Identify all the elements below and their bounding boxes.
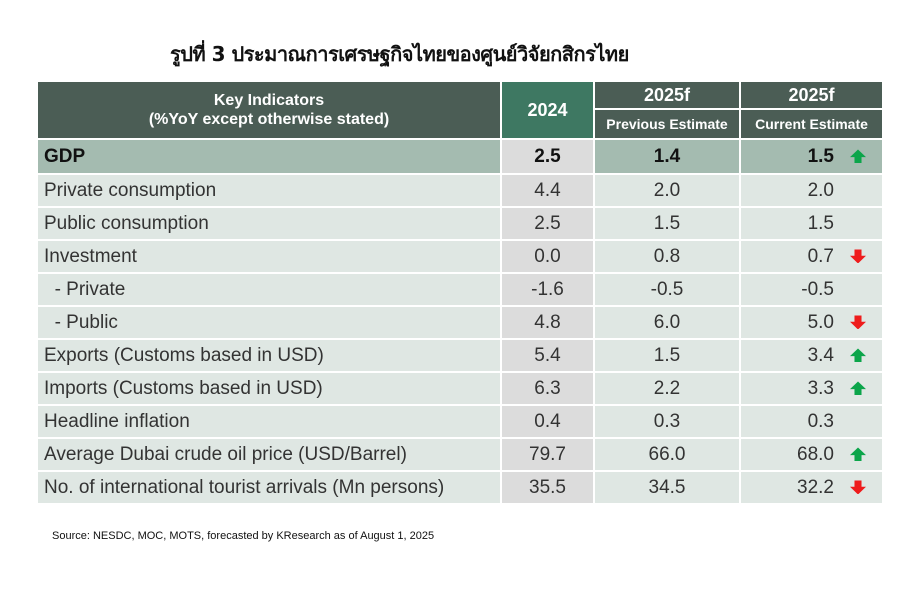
value-current-estimate: 0.3 — [739, 404, 884, 439]
value-previous-estimate: 1.5 — [593, 206, 741, 241]
indicator-label: - Public — [36, 305, 502, 340]
table-row: Private consumption 4.4 2.0 2.0 — [36, 173, 884, 208]
value-2024: 0.4 — [500, 404, 595, 439]
value-current-estimate: 1.5 — [739, 206, 884, 241]
indicator-label-text: Imports (Customs based in USD) — [44, 377, 323, 399]
indicator-label: Imports (Customs based in USD) — [36, 371, 502, 406]
table-row: Exports (Customs based in USD) 5.4 1.5 3… — [36, 338, 884, 373]
value-previous-estimate: 2.0 — [593, 173, 741, 208]
value-2024: 0.0 — [500, 239, 595, 274]
value-previous-estimate: 66.0 — [593, 437, 741, 472]
current-value: 68.0 — [797, 443, 834, 465]
current-value: 3.3 — [807, 377, 834, 399]
indicator-label: Average Dubai crude oil price (USD/Barre… — [36, 437, 502, 472]
value-previous-estimate: 0.8 — [593, 239, 741, 274]
header-previous-estimate: Previous Estimate — [593, 108, 741, 140]
indicators-table: Key Indicators (%YoY except otherwise sta… — [36, 80, 884, 505]
indicator-label: - Private — [36, 272, 502, 307]
value-current-estimate: 2.0 — [739, 173, 884, 208]
current-value: 32.2 — [797, 476, 834, 498]
value-2024: 4.8 — [500, 305, 595, 340]
arrow-down-icon — [850, 315, 866, 330]
indicator-label-text: - Public — [54, 311, 118, 333]
indicator-label-text: GDP — [44, 145, 86, 167]
indicators-header: Key Indicators (%YoY except otherwise sta… — [36, 80, 502, 140]
value-2024: 79.7 — [500, 437, 595, 472]
value-2024: 6.3 — [500, 371, 595, 406]
source-note: Source: NESDC, MOC, MOTS, forecasted by … — [52, 530, 435, 542]
indicator-label-text: Investment — [44, 245, 137, 267]
indicator-label: Exports (Customs based in USD) — [36, 338, 502, 373]
arrow-up-icon — [850, 348, 866, 363]
table-row: GDP 2.5 1.4 1.5 — [36, 138, 884, 175]
arrow-down-icon — [850, 249, 866, 264]
indicator-label-text: Public consumption — [44, 212, 209, 234]
table-row: Public consumption 2.5 1.5 1.5 — [36, 206, 884, 241]
value-2024: 35.5 — [500, 470, 595, 505]
value-2024: 2.5 — [500, 206, 595, 241]
current-value: -0.5 — [801, 278, 834, 300]
arrow-up-icon — [850, 447, 866, 462]
current-value: 0.7 — [807, 245, 834, 267]
table-row: No. of international tourist arrivals (M… — [36, 470, 884, 505]
current-value: 3.4 — [807, 344, 834, 366]
table-row: Investment 0.0 0.8 0.7 — [36, 239, 884, 274]
indicator-label-text: - Private — [54, 278, 126, 300]
figure-title: รูปที่ 3 ประมาณการเศรษฐกิจไทยของศูนย์วิจ… — [170, 42, 629, 66]
current-value: 0.3 — [807, 410, 834, 432]
table-row: - Private -1.6 -0.5 -0.5 — [36, 272, 884, 307]
current-value: 5.0 — [807, 311, 834, 333]
value-2024: -1.6 — [500, 272, 595, 307]
header-current-estimate: Current Estimate — [739, 108, 884, 140]
current-value: 1.5 — [807, 212, 834, 234]
indicator-label: GDP — [36, 138, 502, 175]
current-value: 2.0 — [807, 179, 834, 201]
indicator-label-text: Private consumption — [44, 179, 217, 201]
header-2024: 2024 — [500, 80, 595, 140]
arrow-down-icon — [850, 480, 866, 495]
value-2024: 5.4 — [500, 338, 595, 373]
value-current-estimate: 32.2 — [739, 470, 884, 505]
value-current-estimate: 68.0 — [739, 437, 884, 472]
value-previous-estimate: 1.4 — [593, 138, 741, 175]
indicator-label: Headline inflation — [36, 404, 502, 439]
header-line1: Key Indicators — [213, 92, 325, 109]
value-2024: 4.4 — [500, 173, 595, 208]
value-2024: 2.5 — [500, 138, 595, 175]
header-2025f-prev: 2025f — [593, 80, 741, 110]
header-2025f-cur: 2025f — [739, 80, 884, 110]
indicator-label-text: No. of international tourist arrivals (M… — [44, 476, 445, 498]
value-previous-estimate: -0.5 — [593, 272, 741, 307]
value-current-estimate: 1.5 — [739, 138, 884, 175]
value-previous-estimate: 6.0 — [593, 305, 741, 340]
value-previous-estimate: 2.2 — [593, 371, 741, 406]
value-current-estimate: 3.4 — [739, 338, 884, 373]
arrow-up-icon — [850, 381, 866, 396]
table-row: - Public 4.8 6.0 5.0 — [36, 305, 884, 340]
value-previous-estimate: 1.5 — [593, 338, 741, 373]
indicator-label-text: Average Dubai crude oil price (USD/Barre… — [44, 443, 407, 465]
indicator-label-text: Exports (Customs based in USD) — [44, 344, 324, 366]
indicator-label-text: Headline inflation — [44, 410, 190, 432]
value-current-estimate: 3.3 — [739, 371, 884, 406]
arrow-up-icon — [850, 149, 866, 164]
current-value: 1.5 — [807, 145, 834, 167]
value-current-estimate: -0.5 — [739, 272, 884, 307]
value-previous-estimate: 0.3 — [593, 404, 741, 439]
header-line2: (%YoY except otherwise stated) — [148, 111, 390, 128]
table-row: Headline inflation 0.4 0.3 0.3 — [36, 404, 884, 439]
value-current-estimate: 5.0 — [739, 305, 884, 340]
indicator-label: No. of international tourist arrivals (M… — [36, 470, 502, 505]
table-row: Imports (Customs based in USD) 6.3 2.2 3… — [36, 371, 884, 406]
indicator-label: Private consumption — [36, 173, 502, 208]
table-row: Average Dubai crude oil price (USD/Barre… — [36, 437, 884, 472]
value-current-estimate: 0.7 — [739, 239, 884, 274]
indicator-label: Public consumption — [36, 206, 502, 241]
indicator-label: Investment — [36, 239, 502, 274]
value-previous-estimate: 34.5 — [593, 470, 741, 505]
